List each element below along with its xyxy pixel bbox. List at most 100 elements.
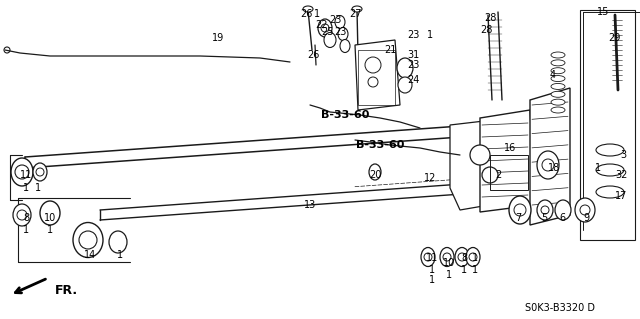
Ellipse shape — [338, 27, 348, 41]
Text: 22: 22 — [316, 20, 328, 30]
Text: 3: 3 — [620, 150, 626, 160]
Text: 24: 24 — [407, 75, 419, 85]
Text: 20: 20 — [369, 170, 381, 180]
Bar — [580, 10, 635, 240]
Text: 32: 32 — [615, 170, 627, 180]
Circle shape — [424, 253, 432, 261]
Ellipse shape — [551, 76, 565, 82]
Polygon shape — [480, 110, 535, 212]
Text: 4: 4 — [550, 70, 556, 80]
Ellipse shape — [509, 196, 531, 224]
Text: B-33-60: B-33-60 — [356, 140, 404, 150]
Circle shape — [365, 57, 381, 73]
Ellipse shape — [397, 58, 413, 78]
Polygon shape — [450, 118, 518, 210]
Text: FR.: FR. — [55, 284, 78, 296]
Ellipse shape — [596, 186, 624, 198]
Ellipse shape — [551, 52, 565, 58]
Ellipse shape — [551, 107, 565, 113]
Circle shape — [36, 168, 44, 176]
Text: 1: 1 — [461, 265, 467, 275]
Bar — [358, 50, 395, 105]
Ellipse shape — [369, 164, 381, 180]
Circle shape — [321, 24, 329, 32]
Text: 18: 18 — [548, 163, 560, 173]
Text: 2: 2 — [495, 170, 501, 180]
Ellipse shape — [11, 158, 33, 186]
Text: 1: 1 — [427, 30, 433, 40]
Ellipse shape — [340, 40, 350, 53]
Text: 28: 28 — [484, 13, 496, 23]
Circle shape — [368, 77, 378, 87]
Text: 25: 25 — [322, 27, 334, 37]
Text: 6: 6 — [559, 213, 565, 223]
Polygon shape — [355, 40, 400, 110]
Circle shape — [15, 165, 29, 179]
Text: 8: 8 — [23, 213, 29, 223]
Ellipse shape — [40, 201, 60, 225]
Ellipse shape — [73, 222, 103, 257]
Circle shape — [17, 210, 27, 220]
Text: 26: 26 — [300, 9, 312, 19]
Text: S0K3-B3320 D: S0K3-B3320 D — [525, 303, 595, 313]
Circle shape — [443, 253, 451, 261]
Text: 16: 16 — [504, 143, 516, 153]
Circle shape — [541, 206, 549, 214]
Text: 1: 1 — [429, 265, 435, 275]
Text: 5: 5 — [541, 213, 547, 223]
Text: 28: 28 — [480, 25, 492, 35]
Text: 1: 1 — [595, 163, 601, 173]
Ellipse shape — [440, 248, 454, 266]
Text: B-33-60: B-33-60 — [321, 110, 369, 120]
Text: 1: 1 — [47, 225, 53, 235]
Ellipse shape — [596, 144, 624, 156]
Text: 14: 14 — [84, 250, 96, 260]
Ellipse shape — [555, 200, 571, 220]
Text: 15: 15 — [597, 7, 609, 17]
Circle shape — [79, 231, 97, 249]
Text: 19: 19 — [212, 33, 224, 43]
Circle shape — [482, 167, 498, 183]
Ellipse shape — [324, 33, 336, 48]
Ellipse shape — [551, 91, 565, 97]
Circle shape — [542, 159, 554, 171]
Text: 1: 1 — [429, 275, 435, 285]
Ellipse shape — [109, 231, 127, 253]
Ellipse shape — [352, 6, 362, 12]
Text: 1: 1 — [23, 225, 29, 235]
Circle shape — [470, 145, 490, 165]
Ellipse shape — [551, 68, 565, 74]
Text: 23: 23 — [407, 30, 419, 40]
Text: 1: 1 — [23, 183, 29, 193]
Text: 1: 1 — [35, 183, 41, 193]
Polygon shape — [530, 88, 570, 225]
Text: 23: 23 — [329, 15, 341, 25]
Circle shape — [580, 205, 590, 215]
Text: 26: 26 — [307, 50, 319, 60]
Ellipse shape — [398, 77, 412, 93]
Text: 21: 21 — [384, 45, 396, 55]
Text: 10: 10 — [44, 213, 56, 223]
Text: 7: 7 — [515, 213, 521, 223]
Ellipse shape — [575, 198, 595, 222]
Ellipse shape — [466, 248, 480, 266]
Ellipse shape — [537, 200, 553, 220]
Circle shape — [469, 253, 477, 261]
Text: 1: 1 — [446, 270, 452, 280]
Ellipse shape — [33, 163, 47, 181]
Text: 27: 27 — [349, 9, 361, 19]
Text: 17: 17 — [615, 191, 627, 201]
Text: 1: 1 — [117, 250, 123, 260]
Text: 8: 8 — [461, 253, 467, 263]
Text: 23: 23 — [334, 27, 346, 37]
Ellipse shape — [596, 164, 624, 176]
Ellipse shape — [335, 16, 345, 28]
Ellipse shape — [537, 151, 559, 179]
Circle shape — [458, 253, 466, 261]
Text: 11: 11 — [426, 253, 438, 263]
Text: 1: 1 — [314, 9, 320, 19]
Text: 23: 23 — [407, 60, 419, 70]
Bar — [490, 155, 528, 190]
Ellipse shape — [455, 248, 469, 266]
Ellipse shape — [318, 19, 332, 37]
